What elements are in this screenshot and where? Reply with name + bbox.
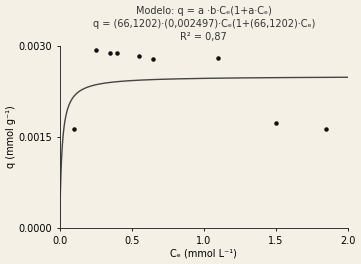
Point	[107, 51, 113, 55]
Point	[215, 55, 221, 60]
Title: Modelo: q = a ·b·Cₑ(1+a·Cₑ)
q = (66,1202)·(0,002497)·Cₑ(1+(66,1202)·Cₑ)
R² = 0,8: Modelo: q = a ·b·Cₑ(1+a·Cₑ) q = (66,1202…	[92, 6, 315, 42]
X-axis label: Cₑ (mmol L⁻¹): Cₑ (mmol L⁻¹)	[170, 248, 237, 258]
Point	[273, 121, 279, 125]
Point	[136, 54, 142, 58]
Point	[114, 51, 120, 55]
Point	[93, 48, 99, 52]
Y-axis label: q (mmol g⁻¹): q (mmol g⁻¹)	[5, 105, 16, 168]
Point	[151, 57, 156, 61]
Point	[71, 127, 77, 131]
Point	[323, 127, 329, 131]
